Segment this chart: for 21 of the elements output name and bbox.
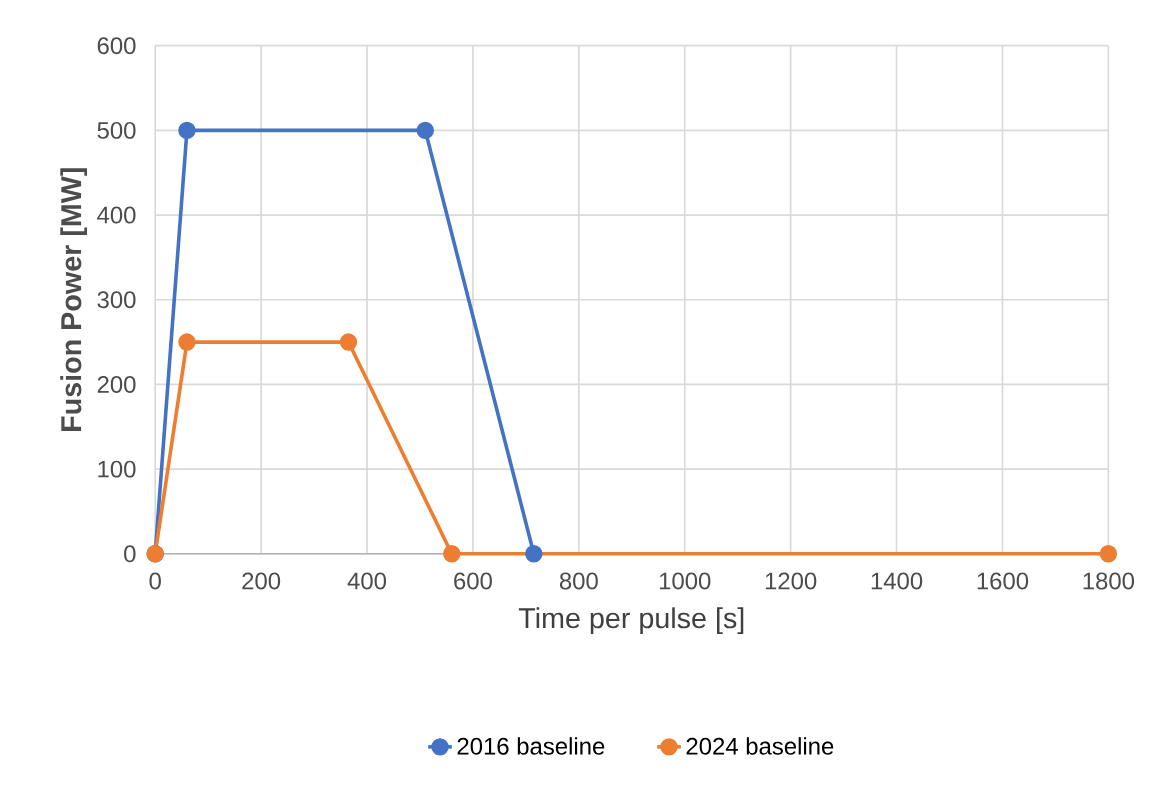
y-axis-title: Fusion Power [MW] xyxy=(60,168,88,432)
y-tick-label: 300 xyxy=(97,291,136,309)
y-tick-label: 500 xyxy=(97,121,136,139)
x-tick-label: 200 xyxy=(242,572,281,590)
y-tick-label: 400 xyxy=(97,206,136,224)
y-tick-label: 200 xyxy=(97,375,136,393)
legend-label: 2016 baseline xyxy=(457,737,605,755)
x-tick-label: 600 xyxy=(454,572,492,590)
y-tick-label: 0 xyxy=(124,545,136,563)
y-tick-label: 600 xyxy=(97,37,136,55)
x-tick-label: 400 xyxy=(347,572,387,590)
x-tick-label: 1600 xyxy=(977,572,1029,590)
legend-label: 2024 baseline xyxy=(686,737,834,755)
y-tick-label: 100 xyxy=(98,460,136,478)
x-tick-label: 1400 xyxy=(871,572,923,590)
x-tick-label: 1000 xyxy=(659,572,711,590)
x-tick-label: 0 xyxy=(149,572,161,590)
x-tick-label: 1200 xyxy=(765,572,817,590)
x-axis-title: Time per pulse [s] xyxy=(518,607,744,635)
x-tick-label: 1800 xyxy=(1083,572,1135,590)
x-tick-label: 800 xyxy=(559,572,598,590)
